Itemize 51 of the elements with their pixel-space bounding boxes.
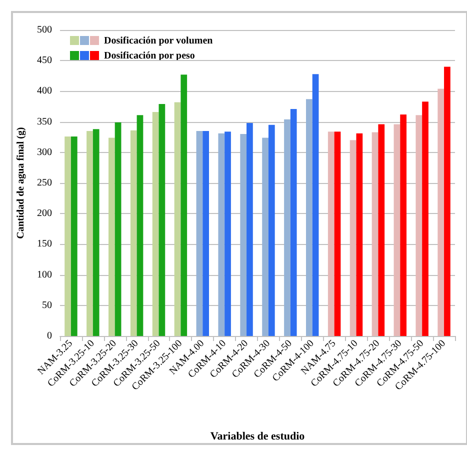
bar bbox=[356, 133, 363, 336]
bar bbox=[152, 112, 159, 336]
bar bbox=[438, 88, 444, 336]
bar bbox=[400, 114, 407, 336]
y-tick-label: 50 bbox=[42, 300, 52, 311]
bar bbox=[158, 104, 166, 336]
y-tick-label: 450 bbox=[37, 55, 52, 66]
y-tick-label: 100 bbox=[37, 269, 52, 280]
bar bbox=[130, 130, 137, 336]
y-tick-label: 0 bbox=[47, 330, 52, 342]
bar bbox=[416, 115, 422, 336]
bar bbox=[224, 132, 231, 336]
bar bbox=[268, 124, 275, 336]
bar bbox=[444, 66, 450, 336]
bar bbox=[136, 115, 144, 336]
bar bbox=[108, 138, 115, 336]
bar bbox=[86, 130, 93, 336]
bar bbox=[174, 102, 181, 336]
y-tick-label: 400 bbox=[37, 86, 52, 97]
bar bbox=[284, 119, 290, 336]
y-tick-label: 500 bbox=[37, 24, 52, 36]
bar bbox=[64, 136, 71, 336]
bar bbox=[372, 132, 378, 336]
y-tick-label: 200 bbox=[37, 208, 52, 220]
bar bbox=[114, 122, 122, 336]
y-tick-label: 350 bbox=[37, 116, 52, 128]
bar bbox=[422, 102, 428, 336]
y-tick-label: 150 bbox=[37, 238, 52, 250]
bar bbox=[202, 130, 210, 336]
legend-label: Dosificación por volumen bbox=[104, 36, 214, 46]
bar bbox=[334, 132, 341, 336]
bar bbox=[218, 133, 225, 336]
bar bbox=[350, 140, 356, 336]
bar bbox=[328, 132, 334, 336]
bar bbox=[240, 134, 247, 336]
y-tick-label: 300 bbox=[37, 146, 52, 158]
legend-label: Dosificación por peso bbox=[104, 50, 195, 62]
bar bbox=[180, 74, 188, 336]
bar bbox=[246, 123, 253, 336]
y-tick-label: 250 bbox=[37, 178, 52, 188]
bar bbox=[312, 74, 319, 336]
bar bbox=[262, 138, 268, 336]
bar bbox=[290, 108, 297, 336]
bar bbox=[394, 124, 400, 336]
bar bbox=[378, 124, 385, 336]
bar bbox=[306, 99, 312, 336]
bar bbox=[70, 136, 78, 336]
y-axis-title: Cantidad de agua final (g) bbox=[16, 127, 26, 239]
x-axis-title: Variables de estudio bbox=[210, 430, 306, 442]
bar bbox=[196, 130, 203, 336]
bar bbox=[92, 129, 100, 336]
